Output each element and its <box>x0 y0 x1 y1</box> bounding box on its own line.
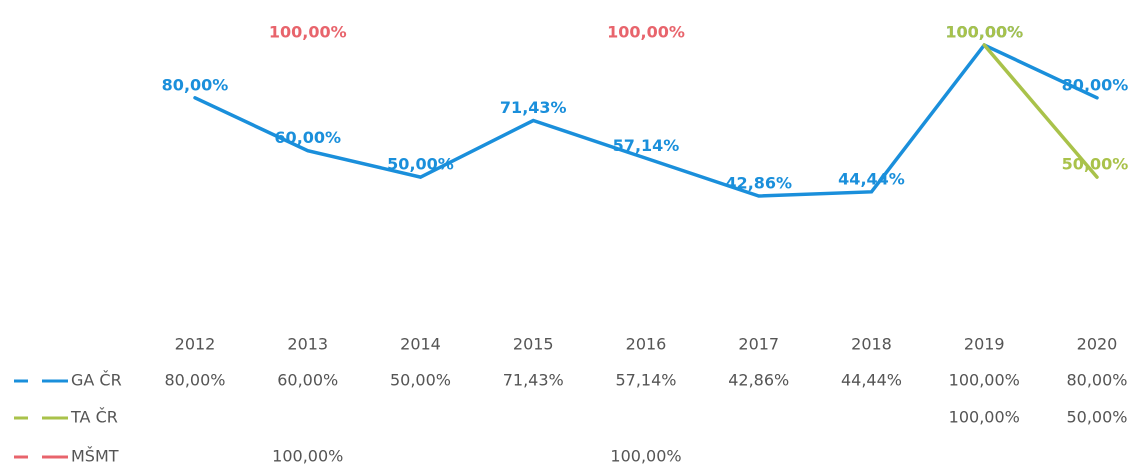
data-label: 71,43% <box>500 98 567 117</box>
x-tick-label: 2013 <box>287 335 328 354</box>
table-cell: 100,00% <box>949 408 1020 427</box>
table-cell: 57,14% <box>615 371 676 390</box>
series-line <box>193 42 1099 198</box>
table-cell: 100,00% <box>272 447 343 466</box>
x-tick-label: 2018 <box>851 335 892 354</box>
x-tick-label: 2017 <box>738 335 779 354</box>
data-label: 42,86% <box>725 174 792 193</box>
data-label: 100,00% <box>945 23 1023 42</box>
legend-label: GA ČR <box>71 371 122 390</box>
data-label: 100,00% <box>607 23 685 42</box>
x-tick-label: 2012 <box>175 335 216 354</box>
table-cell: 100,00% <box>949 371 1020 390</box>
table-cell: 44,44% <box>841 371 902 390</box>
table-cell: 100,00% <box>610 447 681 466</box>
legend-label: MŠMT <box>71 447 119 466</box>
data-label: 100,00% <box>269 23 347 42</box>
data-label: 50,00% <box>387 155 454 174</box>
x-tick-label: 2016 <box>626 335 667 354</box>
data-label: 50,00% <box>1062 155 1129 174</box>
x-tick-label: 2019 <box>964 335 1005 354</box>
data-label: 80,00% <box>1062 75 1129 94</box>
table-cell: 50,00% <box>390 371 451 390</box>
table-cell: 60,00% <box>277 371 338 390</box>
data-label: 80,00% <box>162 75 229 94</box>
data-label: 57,14% <box>613 136 680 155</box>
table-cell: 42,86% <box>728 371 789 390</box>
x-tick-label: 2014 <box>400 335 441 354</box>
data-label: 100,00% <box>945 23 1023 42</box>
data-label: 60,00% <box>274 128 341 147</box>
legend-label: TA ČR <box>70 408 118 427</box>
table-cell: 80,00% <box>1066 371 1127 390</box>
series-line <box>982 43 1099 179</box>
table-cell: 50,00% <box>1066 408 1127 427</box>
x-tick-label: 2020 <box>1077 335 1118 354</box>
x-tick-label: 2015 <box>513 335 554 354</box>
table-cell: 71,43% <box>503 371 564 390</box>
table-cell: 80,00% <box>164 371 225 390</box>
data-label: 44,44% <box>838 169 905 188</box>
